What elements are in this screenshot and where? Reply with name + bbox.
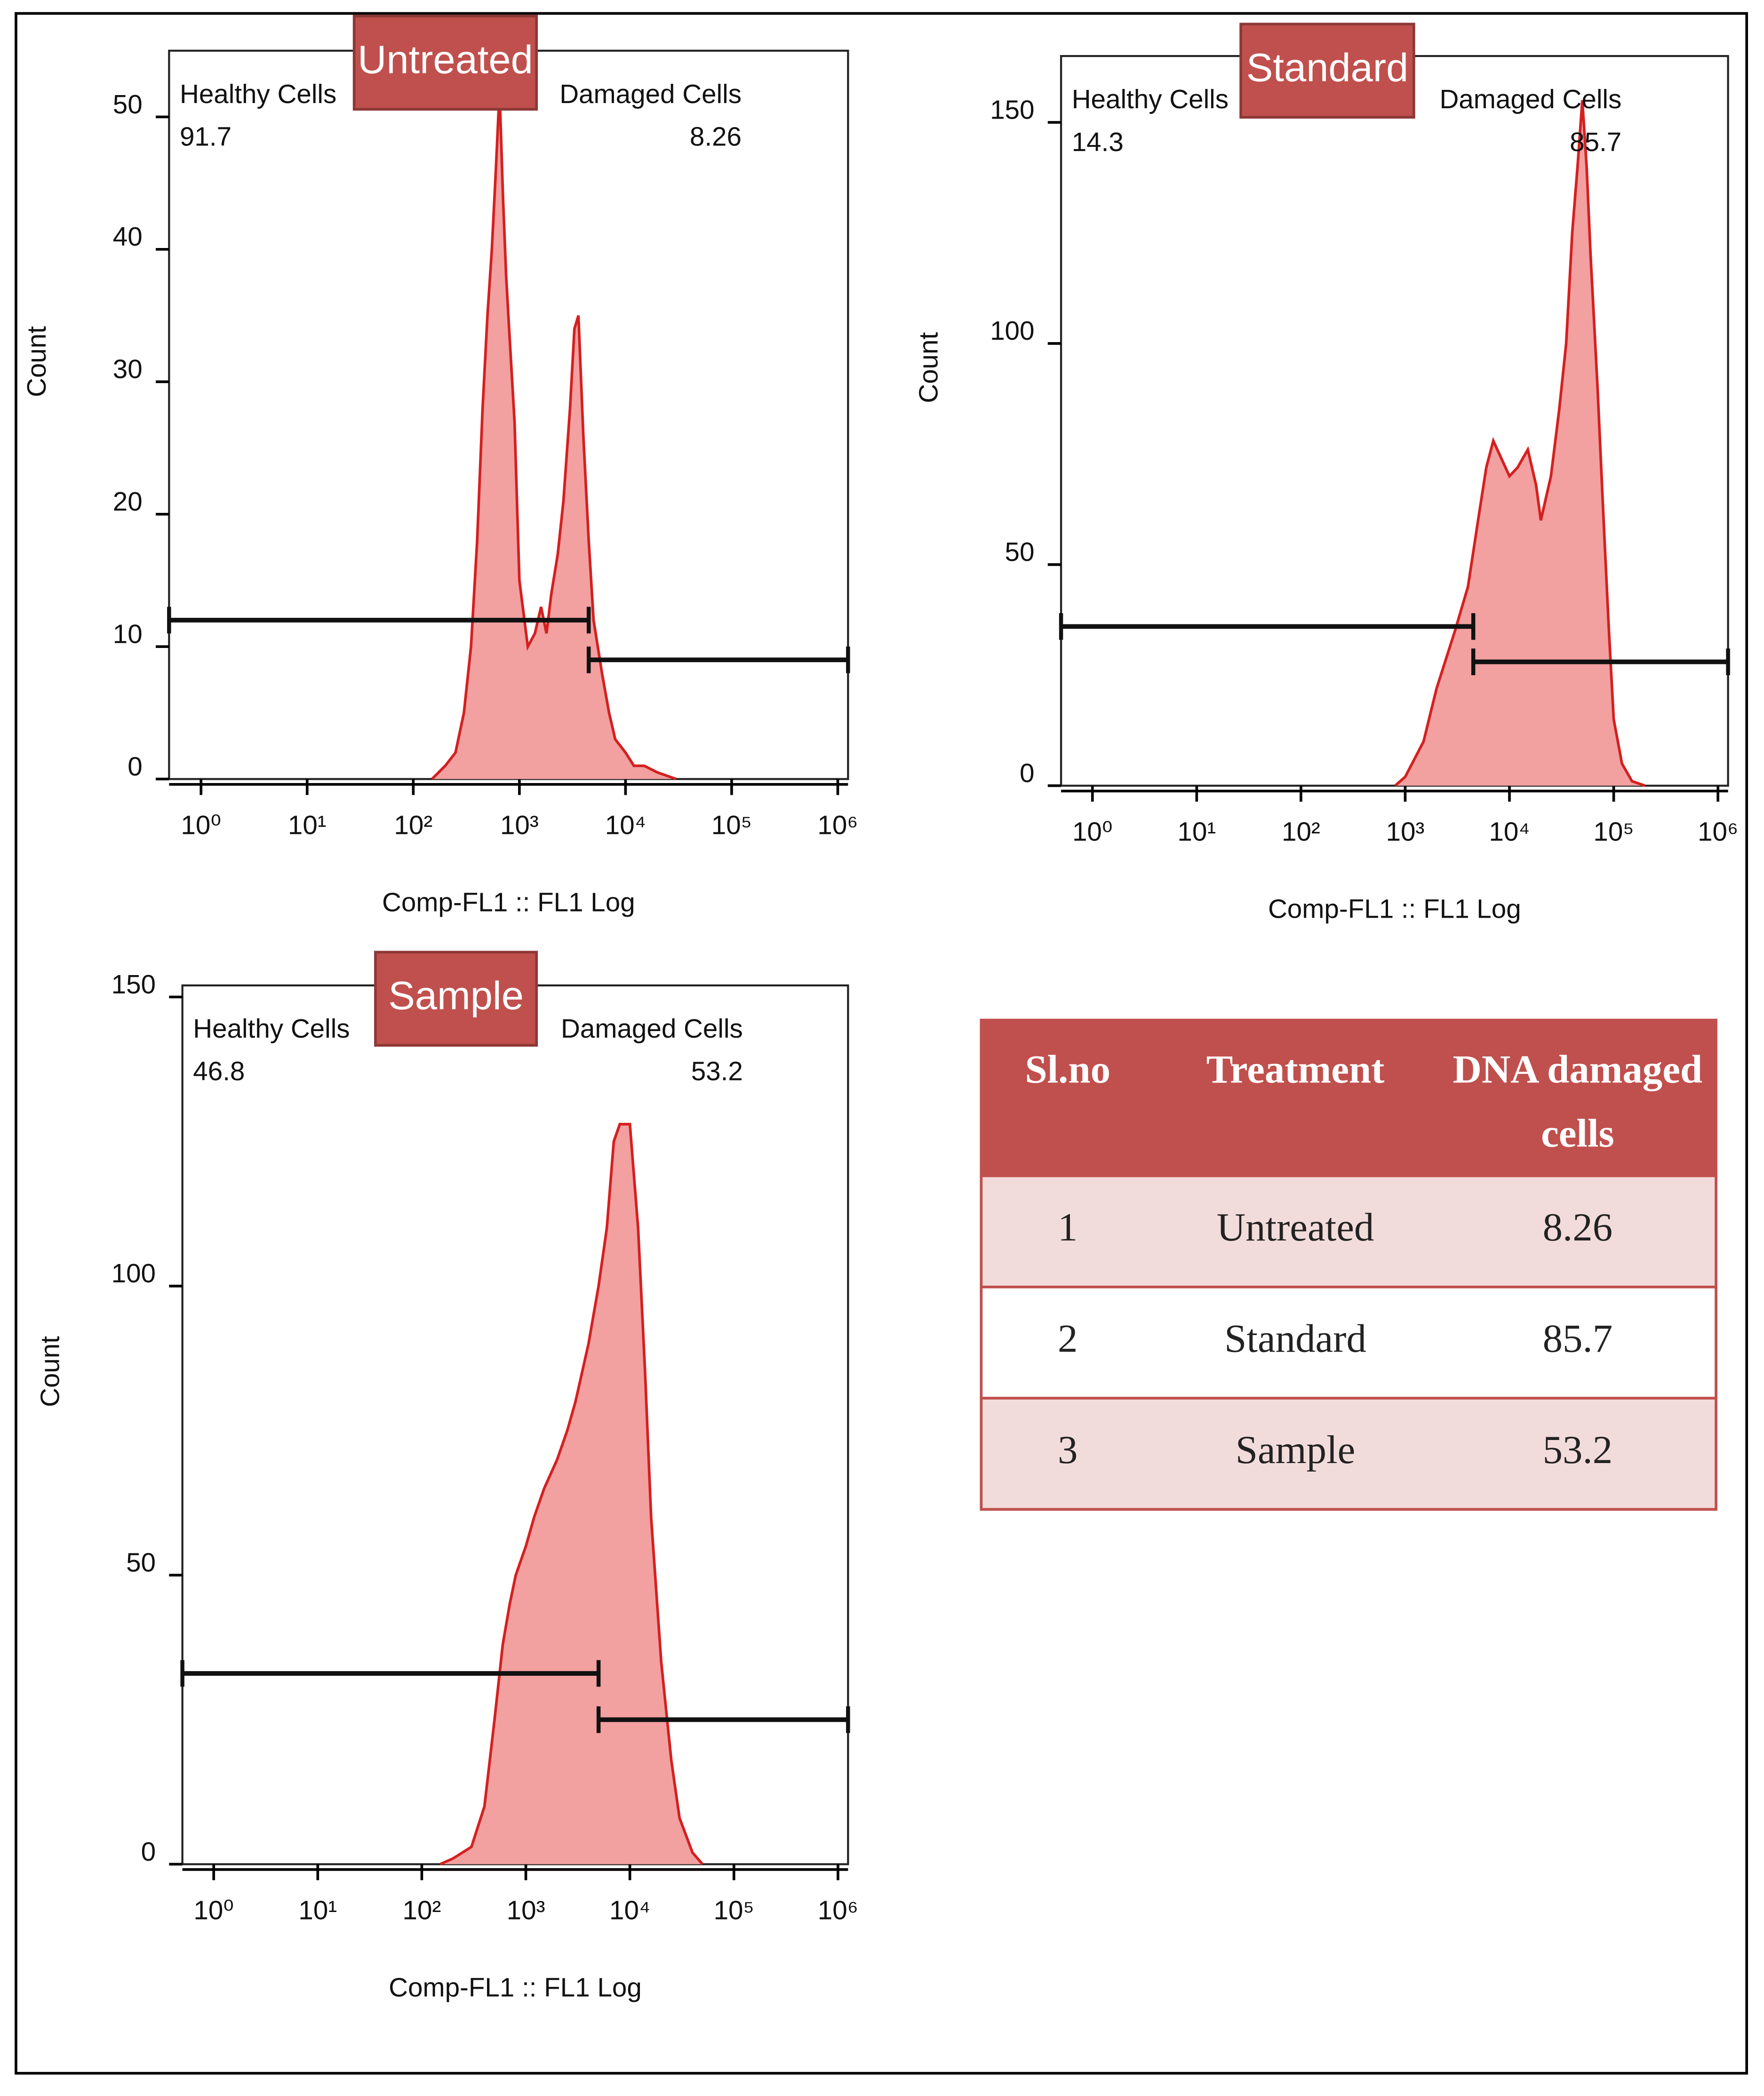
column-header-box: Sl.no (1025, 1048, 1111, 1092)
x-tick-label: 10¹ (298, 1895, 337, 1925)
gate-percent: 85.7 (1570, 127, 1621, 157)
gate-percent: 46.8 (193, 1056, 245, 1086)
column-header: Treatment (1206, 1048, 1385, 1092)
table-cell: Sample (1236, 1428, 1356, 1472)
y-tick-label: 0 (128, 752, 142, 781)
column-header: Sl.no (1025, 1048, 1111, 1092)
chart-title: Untreated (358, 37, 533, 82)
chart-title: Standard (1246, 45, 1408, 90)
x-tick-label: 10⁶ (817, 810, 858, 840)
table-header (981, 1020, 1716, 1176)
x-tick-label: 10⁶ (818, 1895, 858, 1925)
title-box (374, 951, 538, 1047)
x-tick-label: 10¹ (1177, 816, 1216, 846)
x-axis-label: Comp-FL1 :: FL1 Log (389, 1972, 642, 2002)
x-tick-label: 10¹ (288, 810, 327, 840)
histogram-fill (440, 1124, 703, 1864)
column-header-box: Treatment (1206, 1048, 1385, 1092)
x-axis-label: Comp-FL1 :: FL1 Log (1268, 894, 1521, 924)
table-cell: 2 (1058, 1316, 1078, 1360)
y-tick-label: 40 (113, 222, 143, 251)
x-tick-label: 10² (394, 810, 432, 840)
gate-name: Healthy Cells (1072, 84, 1229, 114)
y-tick-label: 150 (990, 95, 1034, 124)
gate-name: Damaged Cells (559, 79, 742, 109)
y-tick-label: 50 (113, 89, 143, 119)
gate-name: Damaged Cells (1439, 84, 1621, 114)
x-axis-label: Comp-FL1 :: FL1 Log (382, 887, 635, 917)
y-tick-label: 50 (1005, 537, 1035, 567)
gate-percent: 91.7 (180, 121, 231, 151)
x-tick-label: 10⁰ (181, 810, 221, 840)
x-tick-label: 10² (1282, 816, 1320, 846)
x-tick-label: 10⁶ (1698, 816, 1738, 846)
plot-area (1060, 55, 1729, 787)
table-cell: 53.2 (1543, 1428, 1613, 1472)
histogram-line (1394, 100, 1646, 787)
x-tick-label: 10⁵ (1593, 816, 1634, 846)
x-tick-label: 10³ (1386, 816, 1425, 846)
y-tick-label: 150 (112, 969, 156, 999)
y-tick-label: 30 (113, 354, 143, 384)
title-box (1239, 23, 1415, 119)
x-tick-label: 10⁰ (1072, 816, 1113, 846)
y-tick-label: 50 (126, 1547, 156, 1577)
histogram-fill (1395, 100, 1645, 786)
table-cell: Untreated (1217, 1205, 1374, 1249)
histogram-fill (432, 90, 677, 779)
histogram-line (431, 90, 677, 781)
gate-name: Healthy Cells (180, 79, 336, 109)
y-tick-label: 0 (1020, 758, 1034, 788)
histogram-line (439, 1123, 704, 1866)
x-tick-label: 10³ (500, 810, 539, 840)
x-tick-label: 10⁵ (711, 810, 752, 840)
table-cell: 85.7 (1543, 1316, 1613, 1360)
y-tick-label: 10 (113, 619, 143, 648)
x-tick-label: 10⁴ (605, 810, 646, 840)
gate-name: Damaged Cells (561, 1014, 743, 1043)
y-axis-label: Count (35, 1336, 64, 1407)
chart-title: Sample (388, 973, 524, 1018)
x-tick-label: 10⁵ (714, 1895, 754, 1925)
gate-name: Healthy Cells (193, 1014, 350, 1043)
x-tick-label: 10³ (507, 1895, 545, 1925)
y-axis-label: Count (22, 326, 51, 397)
table-cell: 3 (1058, 1428, 1078, 1472)
table-row (980, 1286, 1717, 1400)
table-cell: Standard (1224, 1316, 1366, 1360)
x-tick-label: 10⁴ (1489, 816, 1530, 846)
gate-percent: 14.3 (1072, 127, 1124, 157)
table-cell: 1 (1058, 1205, 1078, 1249)
table-border (980, 1018, 1717, 1511)
column-header: DNA damaged cells (1453, 1048, 1703, 1156)
gate-percent: 53.2 (691, 1056, 743, 1086)
x-tick-label: 10⁴ (609, 1895, 650, 1925)
title-box (352, 15, 538, 111)
x-tick-label: 10⁰ (193, 1895, 234, 1925)
y-tick-label: 0 (141, 1837, 156, 1866)
x-tick-label: 10² (403, 1895, 441, 1925)
column-header-box: DNA damaged cells (1453, 1048, 1703, 1156)
y-tick-label: 20 (113, 487, 143, 516)
table-cell: 8.26 (1543, 1205, 1613, 1249)
y-tick-label: 100 (990, 316, 1034, 345)
gate-percent: 8.26 (690, 121, 742, 151)
y-axis-label: Count (914, 332, 943, 403)
y-tick-label: 100 (112, 1258, 156, 1288)
